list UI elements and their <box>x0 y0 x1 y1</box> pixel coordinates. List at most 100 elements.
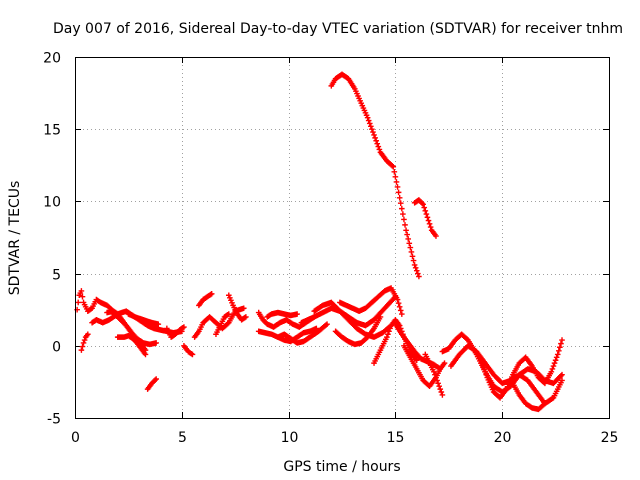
data-point <box>375 143 382 150</box>
data-point <box>481 366 487 372</box>
data-point <box>208 291 215 297</box>
data-point <box>408 249 415 255</box>
data-point <box>80 340 87 346</box>
data-point <box>437 386 444 392</box>
data-point <box>389 162 395 169</box>
data-point <box>153 340 159 346</box>
data-point <box>403 227 409 234</box>
series-s9 <box>164 324 187 340</box>
data-point <box>370 129 376 135</box>
data-point <box>365 117 372 124</box>
data-point <box>396 304 403 310</box>
data-point <box>558 340 564 347</box>
data-point <box>441 360 448 366</box>
data-point <box>550 363 557 369</box>
data-point <box>207 291 214 298</box>
y-tick-label: 20 <box>43 51 61 67</box>
data-points <box>74 71 565 413</box>
x-tick-label: 20 <box>494 430 512 446</box>
data-point <box>478 357 484 364</box>
data-point <box>559 377 565 384</box>
data-point <box>483 371 489 378</box>
data-point <box>541 401 547 408</box>
data-point <box>395 189 402 196</box>
data-point <box>413 357 420 364</box>
data-point <box>435 380 441 387</box>
data-point <box>415 270 421 277</box>
series-s10 <box>181 343 196 358</box>
data-point <box>422 207 429 214</box>
x-tick-label: 25 <box>601 430 619 446</box>
data-point <box>391 168 398 175</box>
data-point <box>387 325 393 332</box>
series-s24 <box>328 71 422 280</box>
data-point <box>400 211 406 217</box>
grid <box>75 57 609 418</box>
data-point <box>558 372 564 379</box>
data-point <box>78 347 85 353</box>
series-s25 <box>411 197 439 239</box>
data-point <box>559 337 565 343</box>
series-s28 <box>422 351 446 398</box>
data-point <box>420 201 426 208</box>
data-point <box>559 371 565 378</box>
data-point <box>436 383 442 390</box>
data-point <box>402 222 408 228</box>
data-point <box>431 368 437 375</box>
data-point <box>377 314 384 320</box>
data-point <box>384 334 390 340</box>
data-point <box>396 194 403 201</box>
data-point <box>397 307 404 314</box>
series-s27 <box>401 343 448 390</box>
data-point <box>155 321 162 327</box>
series-s11 <box>191 305 247 340</box>
x-tick-label: 15 <box>387 430 405 446</box>
data-point <box>243 314 249 320</box>
x-tick-label: 10 <box>281 430 299 446</box>
data-point <box>424 214 431 221</box>
data-point <box>427 224 434 230</box>
series-s30 <box>448 343 565 407</box>
data-point <box>79 293 86 300</box>
y-axis-label: SDTVAR / TECUs <box>7 181 23 296</box>
data-point <box>366 120 373 127</box>
data-point <box>482 368 488 375</box>
data-point <box>153 376 159 382</box>
series-s22 <box>337 285 405 317</box>
data-point <box>392 174 399 180</box>
data-point <box>324 321 330 327</box>
data-point <box>385 331 391 338</box>
data-point <box>369 126 375 132</box>
data-point <box>421 204 428 211</box>
data-point <box>557 344 563 351</box>
data-point <box>240 305 247 312</box>
data-point <box>404 231 410 238</box>
y-tick-label: 15 <box>43 123 61 139</box>
data-point <box>394 184 401 190</box>
data-point <box>323 322 329 328</box>
series-s2 <box>78 331 91 353</box>
data-point <box>434 377 440 384</box>
data-point <box>373 137 379 144</box>
data-point <box>425 217 432 224</box>
data-point <box>409 253 416 260</box>
data-point <box>78 288 85 294</box>
data-point <box>413 267 420 274</box>
data-point <box>142 351 149 358</box>
data-point <box>410 257 417 264</box>
data-point <box>181 324 187 330</box>
plot-frame <box>75 57 610 419</box>
data-point <box>390 163 397 170</box>
y-tick-label: 0 <box>52 340 61 356</box>
series-s18 <box>275 321 330 346</box>
data-point <box>224 311 231 318</box>
data-point <box>294 311 300 317</box>
data-point <box>371 132 377 138</box>
data-point <box>364 114 371 121</box>
y-tick-label: 10 <box>43 195 61 211</box>
data-point <box>426 220 433 227</box>
data-point <box>188 350 195 357</box>
data-point <box>224 320 231 327</box>
x-tick-label: 5 <box>178 430 187 446</box>
